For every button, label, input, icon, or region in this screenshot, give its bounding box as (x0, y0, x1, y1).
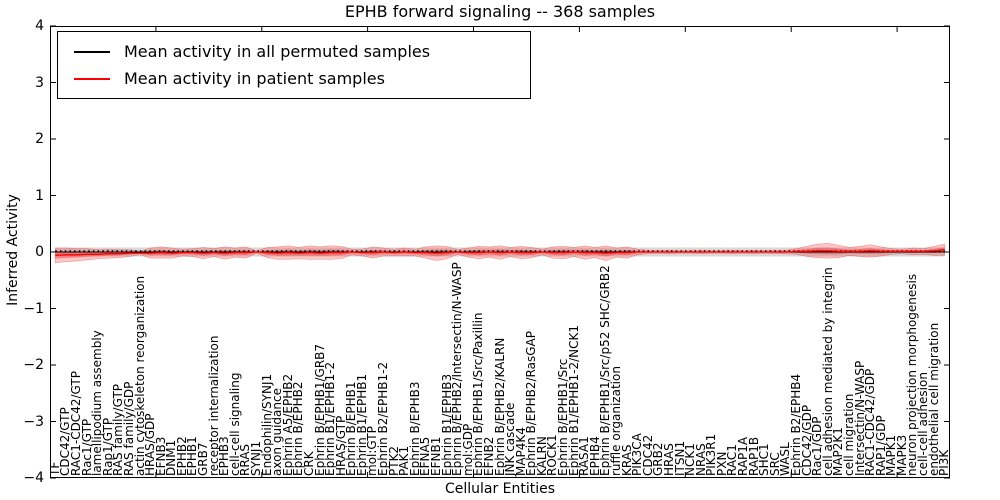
legend: Mean activity in all permuted samples Me… (57, 31, 531, 99)
series-patient-line (55, 249, 945, 257)
chart-svg (50, 25, 950, 479)
y-tick-label: −3 (23, 413, 44, 430)
y-tick-label: −4 (23, 470, 44, 486)
x-axis-label: Cellular Entities (444, 481, 556, 497)
y-tick-label: 2 (35, 131, 44, 147)
permuted-line-swatch (74, 50, 110, 53)
y-tick-label: −1 (23, 300, 44, 317)
y-tick-label: 0 (35, 244, 44, 260)
y-tick-label: −2 (23, 357, 44, 373)
y-tick-label: 3 (35, 74, 44, 91)
chart-title: EPHB forward signaling -- 368 samples (344, 2, 656, 21)
x-category-label: PI3K (937, 449, 952, 476)
legend-label-permuted: Mean activity in all permuted samples (124, 41, 431, 61)
plot-border (50, 26, 950, 478)
legend-label-patient: Mean activity in patient samples (124, 68, 385, 88)
legend-item-patient: Mean activity in patient samples (68, 65, 520, 92)
legend-item-permuted: Mean activity in all permuted samples (68, 38, 520, 65)
y-tick-label: 1 (35, 187, 44, 204)
y-tick-label: 4 (35, 18, 44, 34)
patient-line-swatch (74, 77, 110, 80)
